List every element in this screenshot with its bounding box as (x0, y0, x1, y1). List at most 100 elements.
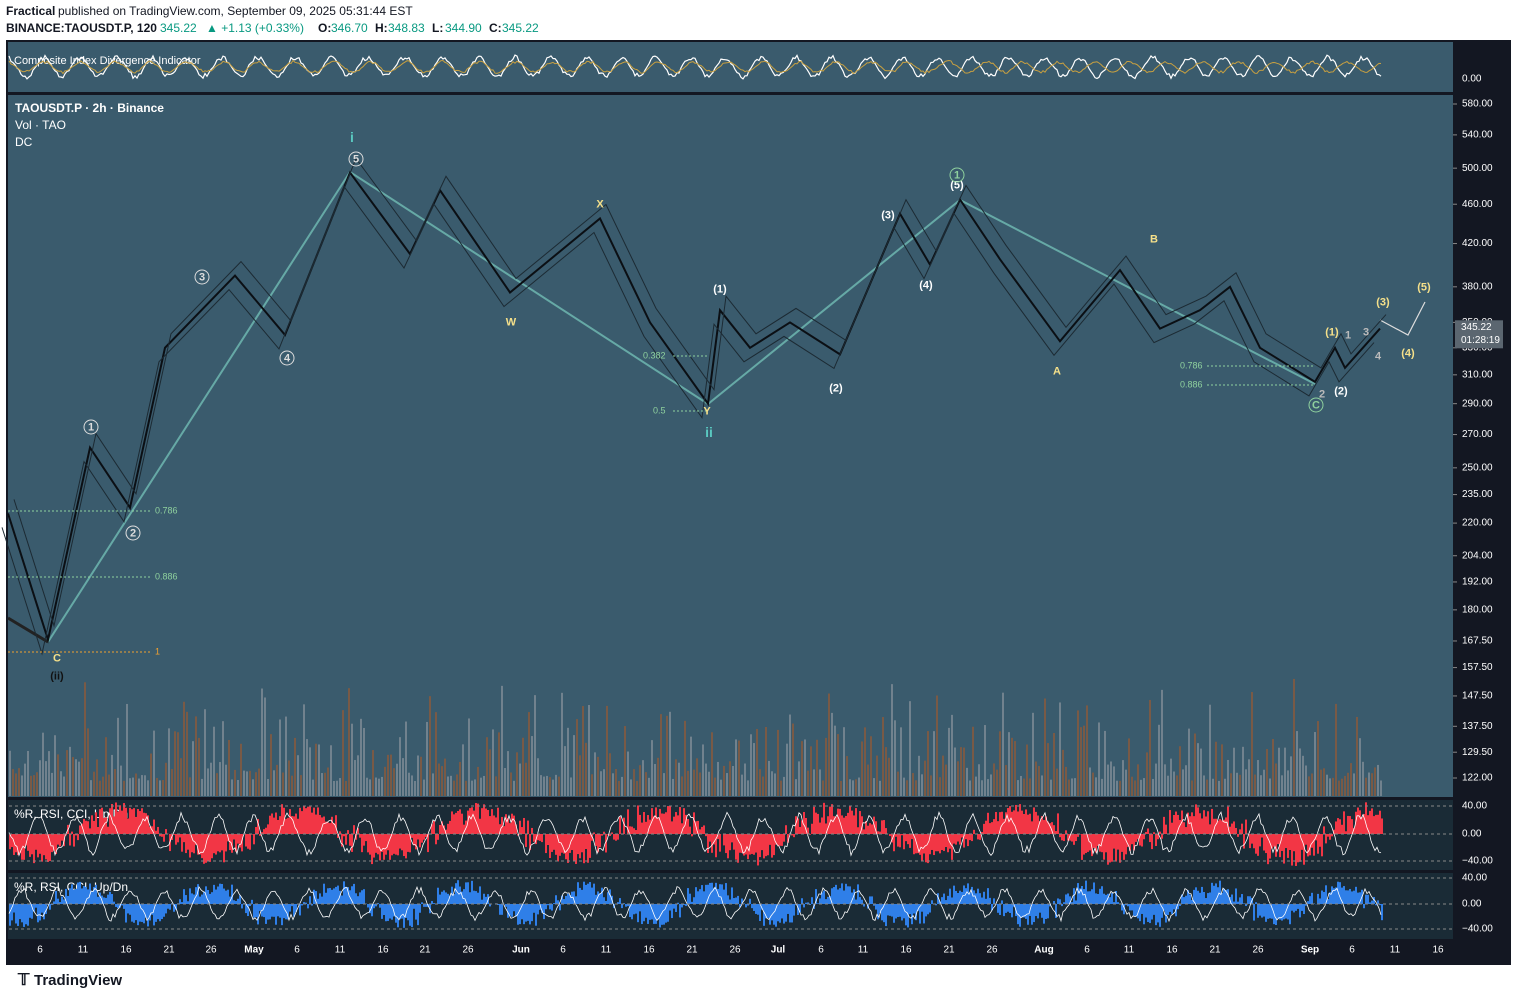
y-tick-label: 540.00 (1462, 130, 1493, 141)
volume-decor (1182, 769, 1184, 796)
osc-bar-decor (985, 821, 987, 834)
osc-bar-decor (725, 883, 727, 904)
volume-decor (1380, 780, 1382, 796)
volume-decor (51, 773, 53, 796)
osc-bar-decor (553, 903, 555, 904)
volume-decor (261, 689, 263, 796)
volume-decor (318, 744, 320, 796)
osc-bar-decor (687, 819, 689, 834)
osc-bar-decor (695, 887, 697, 904)
osc-bar-decor (1091, 889, 1093, 904)
volume-decor (945, 765, 947, 796)
osc-bar-decor (555, 834, 557, 855)
osc-bar-decor (1045, 904, 1047, 919)
volume-decor (423, 780, 425, 796)
osc-bar-decor (15, 834, 17, 852)
volume-decor (741, 775, 743, 796)
x-tick-label: 11 (601, 945, 612, 956)
volume-decor (60, 771, 62, 796)
volume-decor (435, 712, 437, 796)
y-tick-label: 420.00 (1462, 238, 1493, 249)
osc-bar-decor (557, 900, 559, 904)
osc-bar-decor (393, 834, 395, 854)
symbol: BINANCE:TAOUSDT.P, 120 (6, 21, 157, 35)
osc-bar-decor (841, 883, 843, 904)
osc-bar-decor (937, 834, 939, 851)
osc-bar-decor (1151, 904, 1153, 920)
osc-bar-decor (203, 892, 205, 904)
osc-bar-decor (953, 886, 955, 904)
osc-bar-decor (1037, 904, 1039, 918)
volume-decor (1152, 779, 1154, 796)
osc-bar-decor (1067, 893, 1069, 904)
osc-bar-decor (77, 883, 79, 904)
osc-bar-decor (667, 904, 669, 922)
osc-bar-decor (117, 812, 119, 834)
osc-bar-decor (1061, 834, 1063, 840)
osc-bar-decor (241, 904, 243, 908)
osc-bar-decor (1001, 812, 1003, 834)
osc-bar-decor (759, 834, 761, 857)
volume-decor (810, 746, 812, 796)
y-tick-label: 0.00 (1462, 899, 1482, 910)
osc-bar-decor (79, 825, 81, 834)
osc-bar-decor (1207, 893, 1209, 904)
osc-bar-decor (1005, 904, 1007, 913)
osc-bar-decor (637, 805, 639, 834)
volume-decor (795, 779, 797, 796)
osc-bar-decor (265, 828, 267, 834)
wave-label: C (1312, 399, 1320, 411)
osc-bar-decor (469, 808, 471, 834)
osc-bar-decor (257, 904, 259, 924)
wave-label: 2 (130, 527, 136, 539)
y-tick-label: 220.00 (1462, 518, 1493, 529)
osc-bar-decor (23, 904, 25, 927)
osc-bar-decor (1041, 904, 1043, 918)
wave-label: i (350, 129, 354, 145)
osc-bar-decor (689, 827, 691, 834)
osc-bar-decor (129, 904, 131, 915)
volume-decor (1044, 698, 1046, 796)
osc-bar-decor (485, 809, 487, 834)
volume-decor (1329, 778, 1331, 796)
osc-bar-decor (1243, 903, 1245, 904)
osc-bar-decor (761, 834, 763, 850)
volume-decor (1020, 776, 1022, 796)
osc-bar-decor (681, 904, 683, 907)
volume-decor (645, 772, 647, 796)
volume-decor (66, 750, 68, 796)
osc-bar-decor (839, 888, 841, 904)
volume-decor (1266, 749, 1268, 796)
osc-bar-decor (1197, 807, 1199, 834)
volume-decor (48, 751, 50, 796)
volume-decor (129, 778, 131, 796)
volume-decor (831, 713, 833, 796)
osc-bar-decor (211, 834, 213, 858)
wave-label: 1 (1345, 329, 1351, 341)
osc-bar-decor (527, 821, 529, 834)
volume-decor (609, 753, 611, 796)
volume-decor (1041, 775, 1043, 796)
osc-bar-decor (565, 834, 567, 859)
fib-label: 1 (155, 646, 160, 656)
osc-bar-decor (1185, 827, 1187, 834)
osc-bar-decor (347, 830, 349, 834)
y-tick-label: 250.00 (1462, 462, 1493, 473)
volume-decor (1173, 772, 1175, 796)
volume-decor (243, 771, 245, 796)
osc-bar-decor (1121, 834, 1123, 852)
volume-decor (981, 780, 983, 796)
osc-bar-decor (855, 900, 857, 904)
volume-decor (996, 770, 998, 796)
osc-bar-decor (815, 813, 817, 834)
volume-decor (1131, 777, 1133, 796)
osc-bar-decor (67, 896, 69, 904)
volume-decor (1005, 765, 1007, 796)
volume-decor (1056, 769, 1058, 796)
osc-bar-decor (433, 903, 435, 904)
osc-bar-decor (223, 834, 225, 862)
volume-decor (1233, 748, 1235, 796)
osc-bar-decor (97, 897, 99, 904)
osc-bar-decor (83, 886, 85, 904)
osc-bar-decor (837, 890, 839, 904)
